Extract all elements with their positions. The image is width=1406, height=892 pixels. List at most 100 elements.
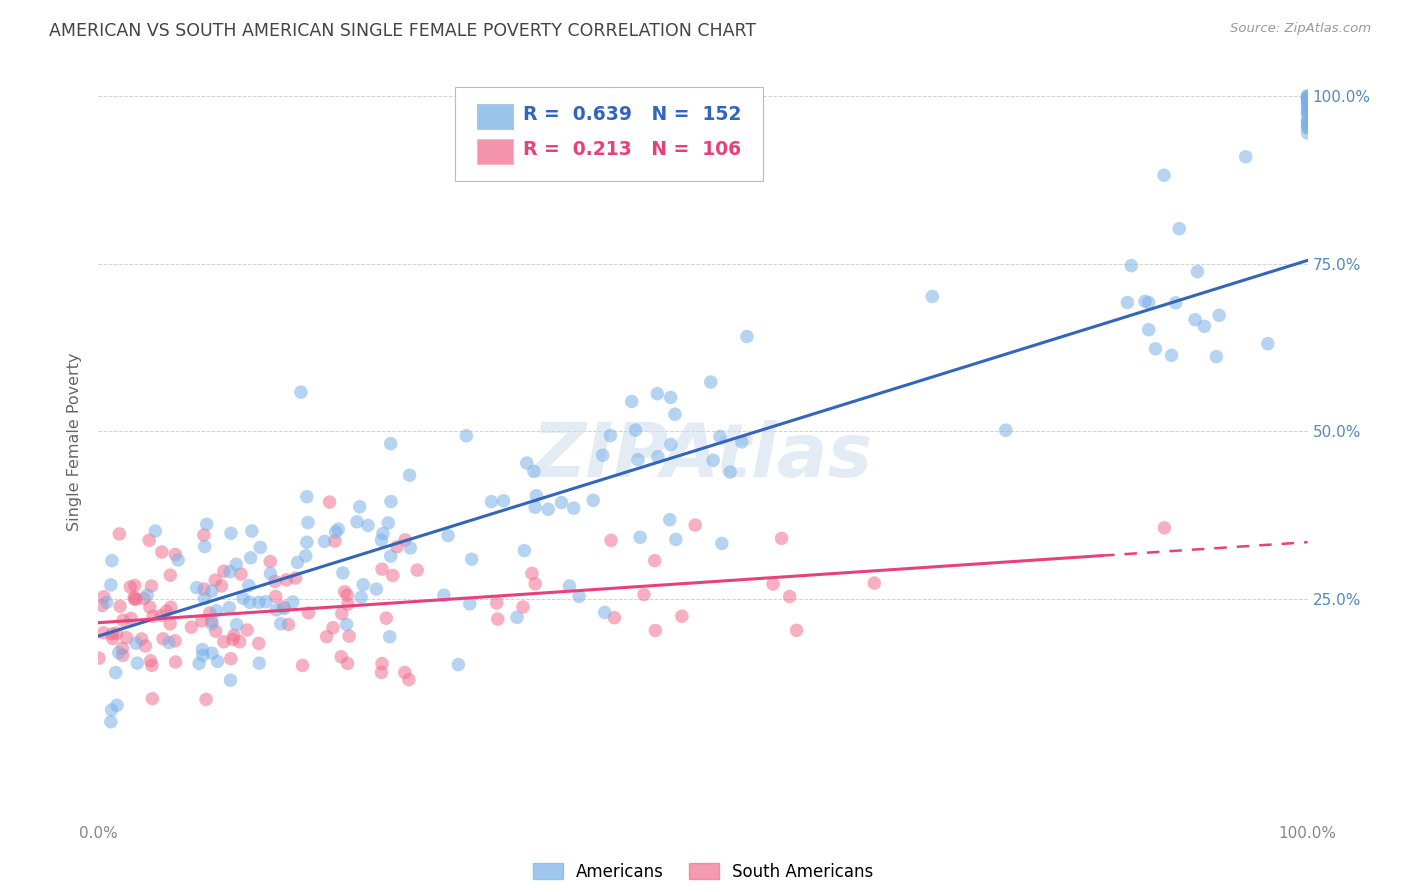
Point [254, 595, 277, 609]
Point [1164, 295, 1187, 310]
Point [180, 620, 202, 634]
Point [108, 527, 131, 541]
Point [212, 564, 235, 578]
Point [195, 517, 218, 532]
Point [125, 636, 148, 650]
Point [96, 595, 118, 609]
Point [659, 391, 682, 405]
Point [204, 573, 226, 587]
Point [516, 456, 538, 470]
Point [620, 394, 643, 409]
Point [124, 578, 146, 592]
Point [291, 658, 314, 673]
Point [644, 624, 666, 638]
Point [157, 635, 180, 649]
Point [134, 639, 156, 653]
Point [111, 648, 134, 663]
Point [120, 580, 142, 594]
Point [1296, 96, 1319, 111]
Point [100, 703, 122, 717]
Point [207, 654, 229, 668]
Text: AMERICAN VS SOUTH AMERICAN SINGLE FEMALE POVERTY CORRELATION CHART: AMERICAN VS SOUTH AMERICAN SINGLE FEMALE… [49, 22, 756, 40]
Point [105, 698, 128, 713]
Point [770, 532, 793, 546]
Point [1296, 104, 1319, 119]
Point [108, 599, 131, 614]
Point [143, 524, 166, 538]
Point [520, 566, 543, 581]
Point [165, 548, 187, 562]
Point [125, 592, 148, 607]
Point [138, 533, 160, 548]
Point [139, 600, 162, 615]
Point [458, 597, 481, 611]
Point [603, 611, 626, 625]
Point [328, 522, 350, 536]
Point [1208, 309, 1230, 323]
Point [139, 654, 162, 668]
Point [332, 566, 354, 580]
Point [1121, 259, 1143, 273]
Point [211, 579, 233, 593]
Point [624, 423, 647, 437]
Point [486, 612, 509, 626]
Point [127, 656, 149, 670]
Point [201, 584, 224, 599]
Point [659, 437, 682, 451]
Point [718, 465, 741, 479]
Point [336, 617, 359, 632]
Point [524, 489, 547, 503]
Point [152, 632, 174, 646]
Point [191, 614, 214, 628]
Point [375, 611, 398, 625]
Point [247, 636, 270, 650]
Point [633, 588, 655, 602]
Point [287, 556, 309, 570]
Point [600, 533, 623, 548]
Point [122, 591, 145, 605]
Point [380, 494, 402, 508]
Point [1137, 323, 1160, 337]
Point [1296, 121, 1319, 136]
Point [159, 568, 181, 582]
Point [297, 516, 319, 530]
Point [665, 533, 688, 547]
Point [1296, 99, 1319, 113]
Point [222, 628, 245, 642]
Point [337, 629, 360, 643]
Point [295, 535, 318, 549]
Point [628, 530, 651, 544]
Point [159, 616, 181, 631]
Point [921, 289, 943, 303]
Point [131, 632, 153, 646]
Point [1144, 342, 1167, 356]
Point [562, 501, 585, 516]
Point [229, 567, 252, 582]
Point [336, 588, 359, 602]
Point [1133, 294, 1156, 309]
Point [593, 606, 616, 620]
Point [1296, 117, 1319, 131]
Point [647, 450, 669, 464]
Point [377, 516, 399, 530]
Point [225, 558, 247, 572]
Point [284, 571, 307, 585]
Point [385, 540, 408, 554]
Point [433, 588, 456, 602]
Point [731, 434, 754, 449]
Point [201, 617, 224, 632]
Point [218, 600, 240, 615]
Point [314, 534, 336, 549]
Point [155, 604, 177, 618]
Point [193, 582, 215, 596]
Point [219, 673, 242, 688]
Point [111, 613, 134, 627]
Point [104, 665, 127, 680]
Point [194, 540, 217, 554]
Point [394, 665, 416, 680]
Point [325, 524, 347, 539]
Point [357, 518, 380, 533]
Point [1296, 90, 1319, 104]
Point [994, 423, 1017, 437]
Point [191, 648, 214, 663]
